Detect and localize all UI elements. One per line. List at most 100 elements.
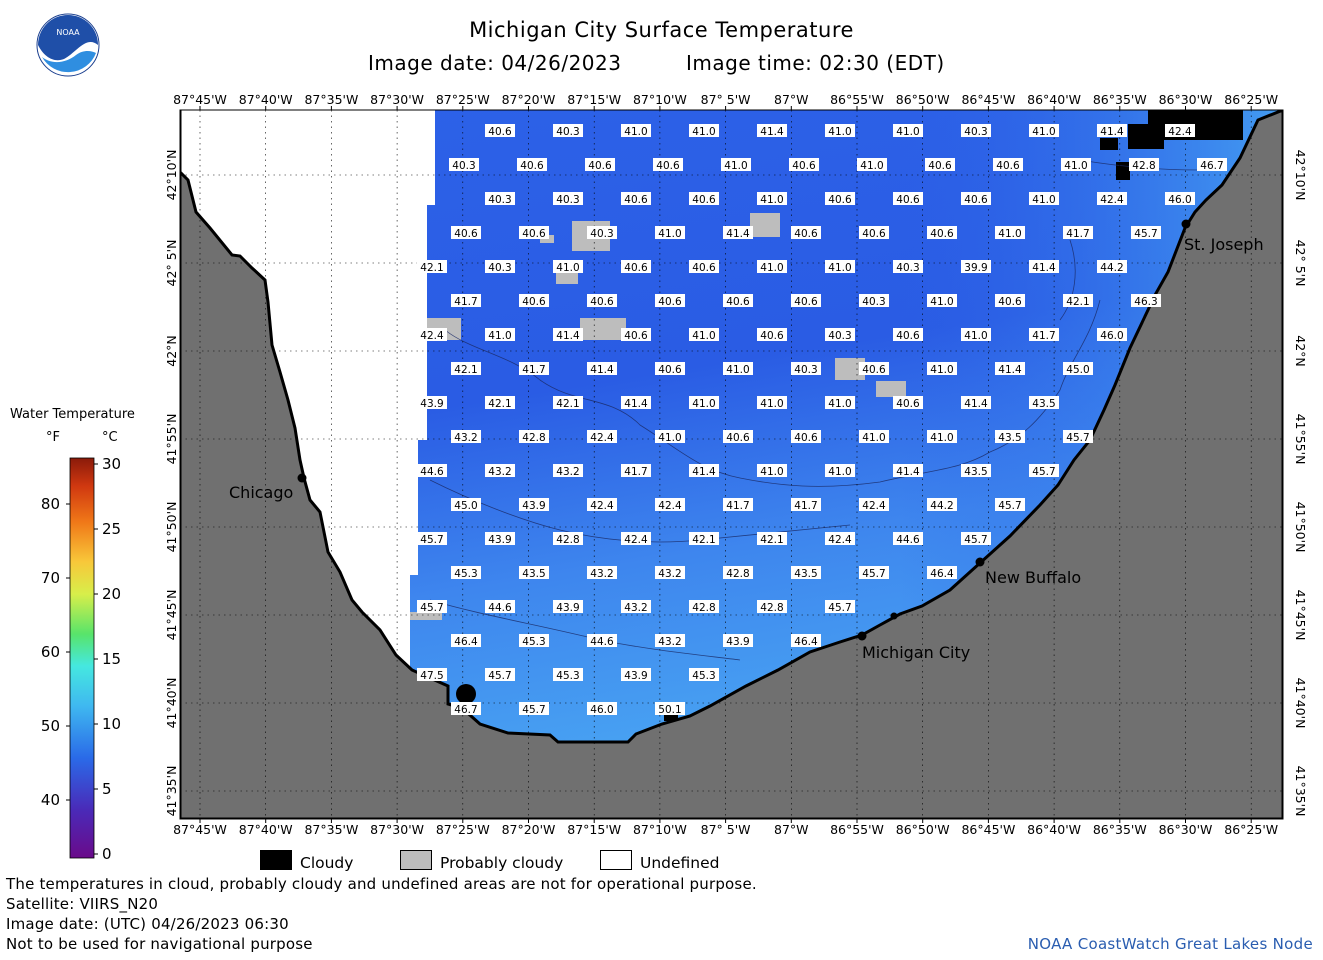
temp-value: 41.7 bbox=[726, 500, 749, 512]
temp-label-bg bbox=[519, 430, 549, 443]
temp-value: 41.0 bbox=[828, 262, 851, 274]
temp-label-bg bbox=[451, 430, 481, 443]
temp-value: 45.7 bbox=[420, 534, 443, 546]
temp-value: 41.0 bbox=[1032, 194, 1055, 206]
temp-value: 40.6 bbox=[964, 194, 988, 206]
temp-value: 42.1 bbox=[488, 398, 511, 410]
temp-value: 43.9 bbox=[624, 670, 647, 682]
temp-value: 42.4 bbox=[590, 500, 614, 512]
temp-label-bg bbox=[655, 498, 685, 511]
temp-value: 40.6 bbox=[896, 330, 920, 342]
temp-label-bg bbox=[655, 430, 685, 443]
temp-value: 41.0 bbox=[828, 126, 851, 138]
temp-value: 43.5 bbox=[522, 568, 545, 580]
temp-value: 40.3 bbox=[488, 262, 511, 274]
temp-value: 41.4 bbox=[1100, 126, 1124, 138]
temp-value: 41.0 bbox=[624, 126, 647, 138]
temp-value: 43.2 bbox=[488, 466, 511, 478]
temp-value: 42.8 bbox=[1132, 160, 1155, 172]
temp-value: 41.7 bbox=[454, 296, 477, 308]
temp-value: 39.9 bbox=[964, 262, 987, 274]
temp-value: 40.6 bbox=[996, 160, 1020, 172]
temp-value: 41.4 bbox=[556, 330, 580, 342]
temp-label-bg bbox=[417, 600, 447, 613]
lon-label-bottom: 87°30'W bbox=[370, 822, 424, 837]
temp-label-bg bbox=[723, 226, 753, 239]
lat-label-left: 41°45'N bbox=[164, 590, 179, 641]
temp-value: 41.7 bbox=[1066, 228, 1089, 240]
temp-value: 40.3 bbox=[590, 228, 613, 240]
temp-value: 41.4 bbox=[624, 398, 648, 410]
lat-label-right: 41°40'N bbox=[1293, 678, 1308, 729]
temp-value: 46.4 bbox=[930, 568, 954, 580]
temp-label-bg bbox=[1097, 260, 1127, 273]
temp-label-bg bbox=[485, 260, 515, 273]
temp-label-bg bbox=[1063, 430, 1093, 443]
temp-value: 41.0 bbox=[726, 364, 749, 376]
temp-value: 41.0 bbox=[964, 330, 987, 342]
temperature-readings: 40.6 40.3 41.0 41.0 41.4 41.0 41.0 40.3 41.0 41.4… bbox=[417, 124, 1227, 716]
credit-link[interactable]: NOAA CoastWatch Great Lakes Node bbox=[1027, 935, 1313, 953]
temp-value: 42.4 bbox=[828, 534, 852, 546]
temp-value: 43.5 bbox=[1032, 398, 1055, 410]
temp-value: 41.0 bbox=[1032, 126, 1055, 138]
temp-label-bg bbox=[485, 192, 515, 205]
lon-label-top: 86°35'W bbox=[1093, 92, 1147, 107]
temp-label-bg bbox=[757, 124, 787, 137]
temp-value: 40.3 bbox=[556, 194, 579, 206]
temp-label-bg bbox=[689, 260, 719, 273]
lon-label-top: 86°50'W bbox=[896, 92, 950, 107]
temp-value: 40.6 bbox=[794, 432, 818, 444]
temp-value: 41.4 bbox=[896, 466, 920, 478]
lon-label-top: 87°40'W bbox=[239, 92, 293, 107]
temp-label-bg bbox=[859, 430, 889, 443]
temp-value: 40.6 bbox=[624, 194, 648, 206]
lon-label-top: 87° 5'W bbox=[701, 92, 751, 107]
temp-label-bg bbox=[655, 226, 685, 239]
lat-label-right: 41°55'N bbox=[1293, 414, 1308, 465]
lat-label-right: 41°45'N bbox=[1293, 590, 1308, 641]
temp-label-bg bbox=[1165, 124, 1195, 137]
temp-label-bg bbox=[825, 260, 855, 273]
temp-value: 41.0 bbox=[860, 160, 883, 172]
temp-value: 42.1 bbox=[556, 398, 579, 410]
c-tick-label: 30 bbox=[102, 455, 121, 473]
lon-label-top: 86°25'W bbox=[1224, 92, 1278, 107]
temp-value: 45.7 bbox=[1134, 228, 1157, 240]
lat-label-left: 42°N bbox=[164, 335, 179, 367]
temp-value: 41.4 bbox=[998, 364, 1022, 376]
temp-label-bg bbox=[621, 260, 651, 273]
temp-value: 41.4 bbox=[964, 398, 988, 410]
temp-label-bg bbox=[757, 192, 787, 205]
lon-label-top: 87°25'W bbox=[436, 92, 490, 107]
temp-value: 42.4 bbox=[658, 500, 682, 512]
temp-label-bg bbox=[791, 634, 821, 647]
temp-value: 41.7 bbox=[522, 364, 545, 376]
f-tick-label: 50 bbox=[41, 717, 60, 735]
temp-label-bg bbox=[825, 328, 855, 341]
temp-label-bg bbox=[927, 498, 957, 511]
f-tick-label: 80 bbox=[41, 495, 60, 513]
temp-label-bg bbox=[485, 328, 515, 341]
temp-label-bg bbox=[451, 702, 481, 715]
temp-label-bg bbox=[857, 158, 887, 171]
note-disclaimer: The temperatures in cloud, probably clou… bbox=[6, 875, 757, 893]
probably-cloudy-label: Probably cloudy bbox=[440, 854, 564, 872]
legend-title: Water Temperature bbox=[10, 407, 135, 422]
temp-value: 42.1 bbox=[454, 364, 477, 376]
c-tick-label: 25 bbox=[102, 520, 121, 538]
temp-label-bg bbox=[689, 192, 719, 205]
c-tick-label: 10 bbox=[102, 715, 121, 733]
temp-label-bg bbox=[451, 362, 481, 375]
temp-value: 44.2 bbox=[930, 500, 953, 512]
temp-label-bg bbox=[553, 600, 583, 613]
temp-value: 41.0 bbox=[692, 126, 715, 138]
temp-value: 45.3 bbox=[556, 670, 579, 682]
temp-value: 41.0 bbox=[1064, 160, 1087, 172]
temp-value: 43.2 bbox=[658, 636, 681, 648]
temp-value: 41.0 bbox=[930, 364, 953, 376]
temp-label-bg bbox=[587, 362, 617, 375]
temp-value: 45.0 bbox=[1066, 364, 1089, 376]
temp-label-bg bbox=[451, 294, 481, 307]
temp-label-bg bbox=[791, 430, 821, 443]
